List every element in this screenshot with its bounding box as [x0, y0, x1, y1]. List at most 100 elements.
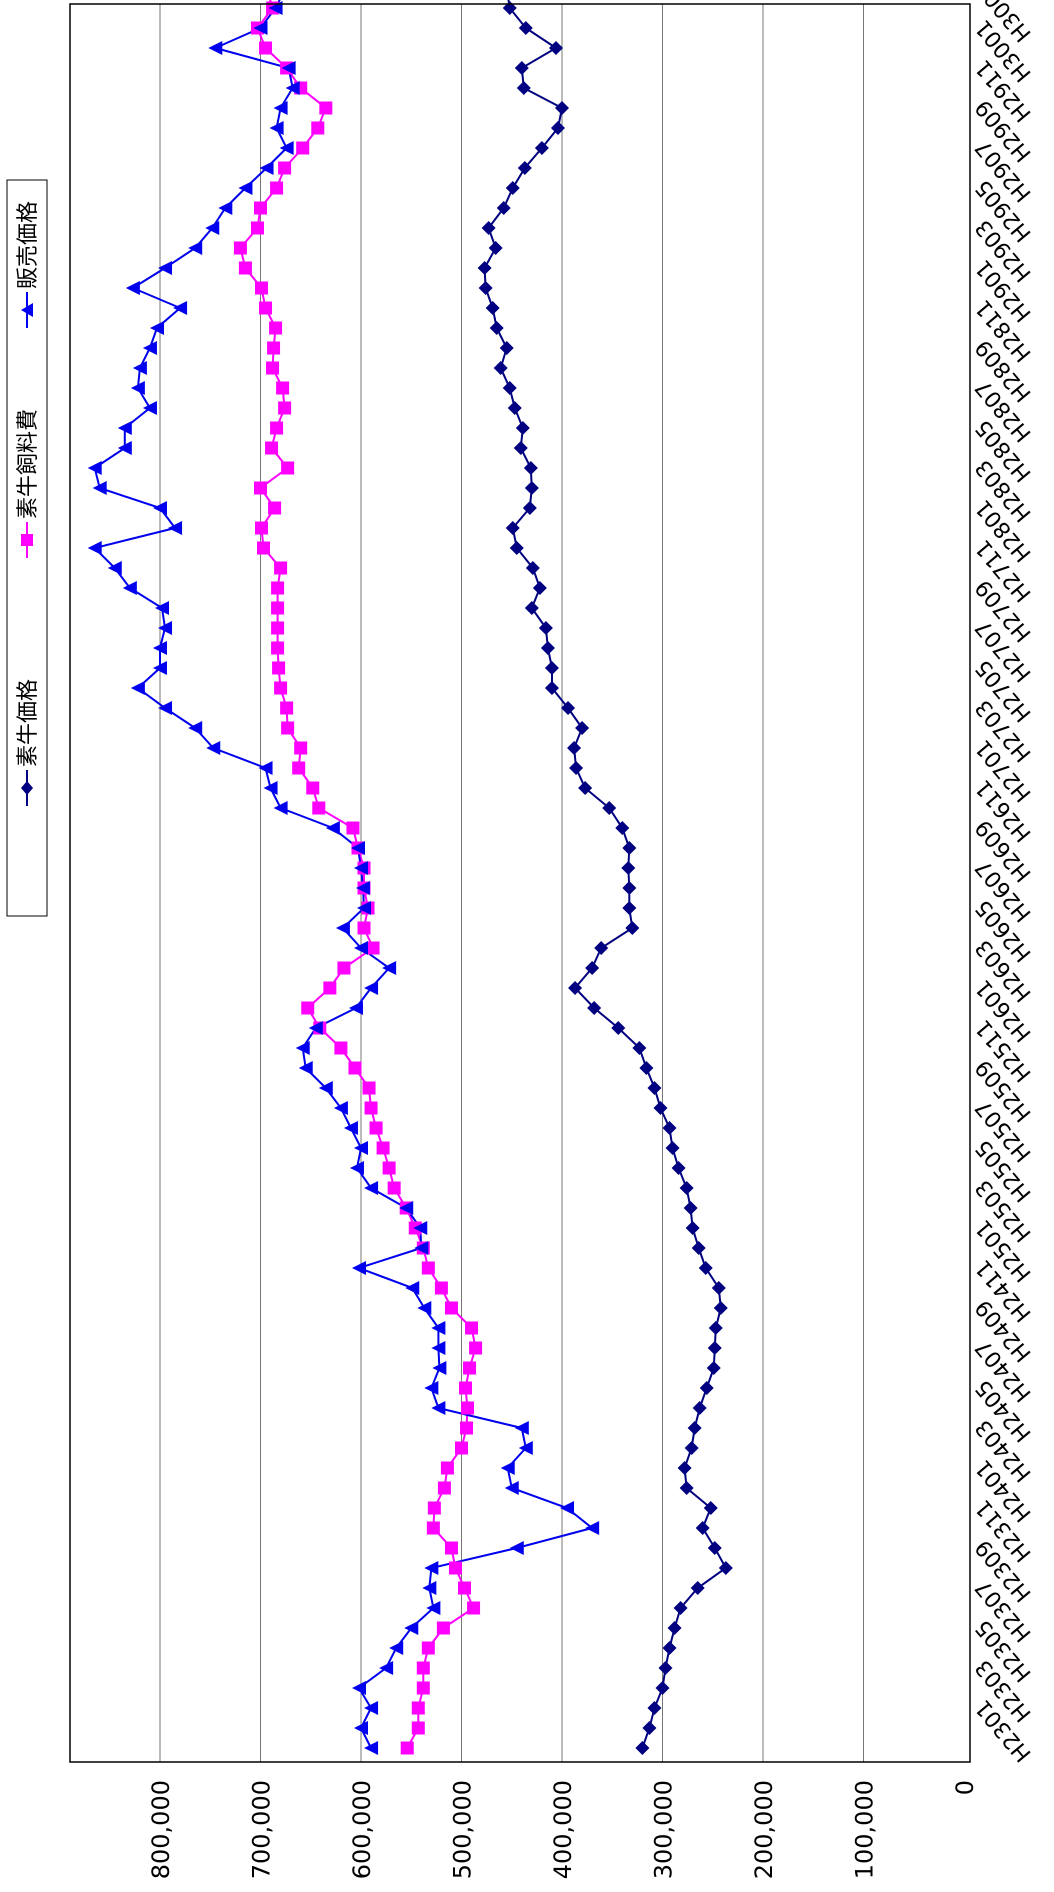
data-point [569, 761, 584, 775]
legend-item-1: 素牛飼料費 [16, 409, 41, 558]
data-point [639, 1061, 654, 1075]
data-point [354, 861, 368, 875]
gridlines [159, 4, 864, 1762]
data-point [653, 1101, 668, 1115]
data-point [357, 901, 372, 915]
data-point [281, 721, 295, 735]
data-point [404, 1621, 419, 1635]
data-point [622, 901, 637, 915]
data-point [525, 561, 540, 575]
data-point [698, 1261, 713, 1275]
data-point [238, 261, 252, 275]
data-point [662, 1121, 677, 1135]
data-point [426, 1521, 440, 1535]
data-point [348, 1061, 362, 1075]
data-point [509, 541, 524, 555]
data-point [333, 1101, 348, 1115]
data-point [349, 1161, 364, 1175]
data-point [625, 921, 640, 935]
data-point [323, 981, 337, 995]
data-point [522, 501, 537, 515]
data-point [690, 1581, 705, 1595]
data-point [117, 441, 132, 455]
data-point [274, 561, 288, 575]
data-point [458, 1581, 472, 1595]
data-point [117, 421, 132, 435]
data-point [255, 281, 269, 295]
legend-item-2: 販売価格 [16, 201, 41, 328]
data-point [125, 281, 140, 295]
data-point [107, 561, 122, 575]
data-point [685, 1221, 700, 1235]
data-point [463, 1361, 477, 1375]
data-point [312, 801, 326, 815]
data-point [555, 101, 569, 115]
data-point [671, 1161, 686, 1175]
data-point [348, 1001, 363, 1015]
data-point [205, 221, 220, 235]
data-point [518, 1441, 533, 1455]
data-point [622, 841, 637, 855]
data-point [281, 61, 296, 75]
data-point [707, 1541, 722, 1555]
data-point [477, 261, 492, 275]
data-point [507, 401, 522, 415]
data-point [188, 241, 203, 255]
data-point [351, 1261, 366, 1275]
data-point [706, 1361, 721, 1375]
data-point [296, 141, 310, 155]
plot-area-border [69, 3, 971, 1763]
data-point [461, 1401, 475, 1415]
data-point [707, 1341, 722, 1355]
data-point [218, 201, 233, 215]
data-point [544, 681, 559, 695]
data-point [691, 1241, 706, 1255]
data-point [488, 241, 503, 255]
data-point [173, 301, 188, 315]
data-point [400, 1741, 414, 1755]
data-point [364, 1701, 379, 1715]
data-point [585, 961, 600, 975]
data-point [489, 321, 504, 335]
data-point [269, 321, 283, 335]
data-point [357, 921, 371, 935]
data-point [295, 1041, 310, 1055]
data-point [602, 801, 617, 815]
data-point [188, 721, 203, 735]
data-point [308, 1021, 323, 1035]
legend-label: 販売価格 [16, 201, 41, 289]
data-point [130, 681, 145, 695]
y-tick-label: 0 [951, 1780, 979, 1795]
y-tick-label: 300,000 [650, 1780, 678, 1879]
data-point [87, 541, 102, 555]
y-tick-label: 400,000 [549, 1780, 577, 1879]
data-point [516, 81, 531, 95]
data-point [158, 261, 173, 275]
data-point [369, 1121, 383, 1135]
data-point [414, 1241, 429, 1255]
data-point [460, 1421, 474, 1435]
y-tick-label: 600,000 [348, 1780, 376, 1879]
data-point [635, 1741, 650, 1755]
data-point [92, 481, 107, 495]
data-point [273, 801, 288, 815]
data-point [346, 821, 360, 835]
data-point [318, 1081, 333, 1095]
data-point [405, 1281, 420, 1295]
data-point [496, 201, 511, 215]
data-point [382, 1161, 396, 1175]
data-point [514, 61, 529, 75]
data-point [238, 181, 253, 195]
legend-label: 素牛価格 [16, 679, 41, 767]
data-point [130, 381, 145, 395]
data-point [424, 1381, 439, 1395]
data-point [560, 1501, 575, 1515]
data-point [271, 621, 285, 635]
series-markers [87, 1, 733, 1755]
data-point [518, 21, 533, 35]
data-point [267, 341, 281, 355]
data-point [281, 461, 295, 475]
data-point [538, 621, 553, 635]
data-point [431, 1341, 446, 1355]
